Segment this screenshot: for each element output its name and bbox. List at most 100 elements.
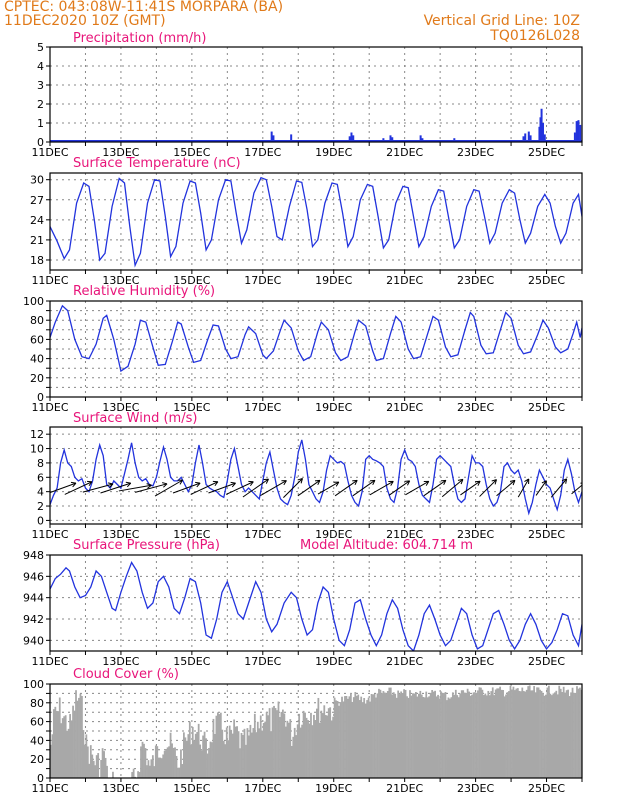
rh-xtick-label: 21DEC: [386, 401, 423, 414]
rh-xtick-label: 15DEC: [173, 401, 210, 414]
cloud-bar: [364, 703, 367, 778]
cloud-bar: [556, 694, 559, 778]
cloud-bar: [487, 690, 490, 778]
cloud-bar: [361, 702, 364, 778]
precip-title: Precipitation (mm/h): [73, 31, 206, 46]
pres-ytick-label: 942: [23, 613, 44, 626]
wind-arrow: [441, 478, 464, 498]
cloud-bar: [233, 719, 236, 778]
cloud-bar: [503, 696, 506, 778]
cloud-bar: [550, 695, 553, 778]
cloud-bar: [280, 711, 283, 778]
precip-xtick-label: 13DEC: [102, 146, 139, 159]
cloud-bar: [417, 693, 420, 778]
cloud-bar: [577, 688, 580, 778]
rh-frame: [49, 300, 583, 398]
precip-bar: [529, 135, 532, 142]
rh-title: Relative Humidity (%): [73, 284, 215, 299]
wind-arrow: [334, 479, 358, 497]
cloud-bar: [290, 745, 293, 778]
cloud-bar: [295, 735, 298, 778]
cloud-bar: [548, 685, 550, 778]
cloud-bar: [137, 771, 139, 778]
precip-bar: [352, 135, 355, 142]
cloud-bar: [153, 766, 156, 778]
cloud-bar: [255, 732, 258, 778]
cloud-bar: [355, 695, 358, 778]
cloud-bar: [546, 687, 549, 778]
temp-xtick-label: 15DEC: [173, 274, 210, 287]
cloud-bar: [537, 687, 540, 778]
precip-bar: [348, 136, 351, 142]
temp-xtick-label: 23DEC: [457, 274, 494, 287]
cloud-bar: [159, 757, 162, 778]
cloud-bar: [335, 700, 337, 778]
cloud-bar: [208, 747, 210, 778]
wind-arrow: [135, 482, 168, 493]
cloud-bar: [321, 713, 324, 778]
rh-ytick-label: 60: [30, 333, 44, 346]
cloud-bar: [573, 692, 575, 778]
pres-title: Surface Pressure (hPa): [73, 538, 220, 553]
cloud-bar: [224, 744, 227, 778]
pres-xtick-label: 21DEC: [386, 655, 423, 668]
cloud-bar: [456, 695, 459, 778]
cloud-ytick-label: 100: [23, 678, 44, 691]
pres-xtick-label: 15DEC: [173, 655, 210, 668]
wind-data: [50, 439, 582, 516]
cloud-bar: [313, 714, 315, 778]
cloud-bar: [472, 692, 475, 778]
cloud-ytick-label: 0: [37, 772, 44, 785]
pres-xtick-label: 25DEC: [528, 655, 565, 668]
cloud-bar: [301, 724, 303, 778]
cloud-bar: [505, 694, 507, 778]
cloud-bar: [83, 744, 86, 778]
cloud-bar: [250, 732, 253, 778]
cloud-bar: [521, 687, 524, 778]
cloud-bar: [386, 691, 389, 778]
wind-arrow: [479, 479, 497, 497]
cloud-bar: [55, 710, 58, 778]
cloud-bar: [367, 697, 370, 778]
cloud-bar: [63, 716, 66, 778]
cloud-bar: [352, 697, 355, 778]
precip-ytick-label: 3: [37, 79, 44, 92]
pres-xtick-label: 11DEC: [31, 655, 68, 668]
wind-arrow: [517, 478, 530, 498]
cloud-bar: [183, 732, 185, 778]
precip-bar: [389, 135, 392, 142]
precip-bar: [453, 138, 456, 142]
wind-arrow: [64, 480, 93, 495]
cloud-bar: [106, 765, 108, 778]
cloud-bar: [351, 701, 354, 778]
cloud-bar: [485, 695, 488, 778]
cloud-bar: [174, 747, 176, 778]
cloud-bar: [444, 692, 447, 778]
wind-xtick-label: 11DEC: [31, 528, 68, 541]
rh-xtick-label: 23DEC: [457, 401, 494, 414]
wind-arrow: [283, 478, 303, 498]
cloud-bar: [141, 741, 144, 778]
precip-bar: [579, 124, 582, 142]
wind-arrow: [118, 483, 152, 492]
temp-xtick-label: 13DEC: [102, 274, 139, 287]
cloud-bar: [289, 719, 292, 778]
cloud-bar: [491, 687, 494, 778]
cloud-bar: [478, 687, 481, 778]
cloud-bar: [457, 697, 460, 778]
cloud-bar: [466, 688, 469, 778]
cloud-bar: [568, 696, 571, 778]
precip-bar: [573, 132, 576, 142]
cloud-bar: [416, 696, 419, 778]
precip-data: [50, 108, 582, 142]
cloud-bar: [397, 690, 400, 778]
cloud-bar: [462, 690, 465, 778]
cloud-bar: [60, 723, 63, 778]
cloud-bar: [500, 689, 503, 778]
cloud-bar: [552, 693, 555, 778]
wind-arrow: [550, 478, 568, 498]
cloud-bar: [369, 701, 371, 778]
wind-arrow: [172, 481, 201, 494]
cloud-bar: [104, 757, 107, 778]
precip-bar: [350, 132, 353, 142]
